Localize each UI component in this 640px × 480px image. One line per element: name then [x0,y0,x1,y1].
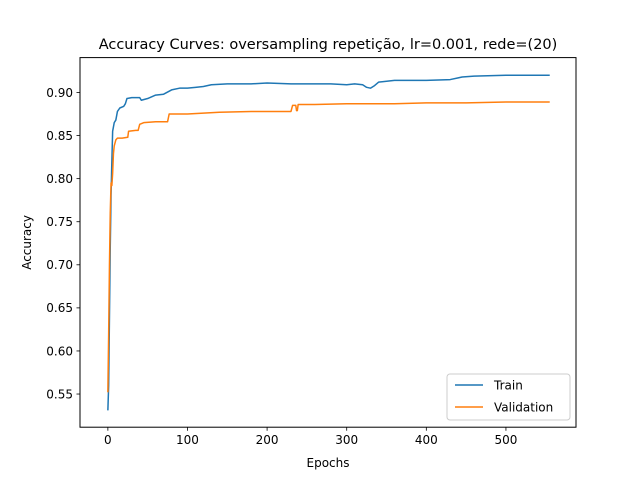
x-tick-label: 200 [256,433,279,447]
chart-title: Accuracy Curves: oversampling repetição,… [99,37,558,53]
x-tick-label: 0 [104,433,112,447]
x-tick-label: 100 [176,433,199,447]
y-tick-label: 0.80 [46,172,73,186]
y-tick-label: 0.55 [46,387,73,401]
x-tick-label: 500 [494,433,517,447]
y-axis-label: Accuracy [20,215,34,270]
y-tick-label: 0.85 [46,129,73,143]
y-tick-label: 0.65 [46,301,73,315]
plot-frame [79,57,577,428]
legend: Train Validation [446,373,571,421]
y-axis-ticks: 0.55 0.60 0.65 0.70 0.75 0.80 0.85 0.90 [46,86,80,401]
x-tick-label: 400 [415,433,438,447]
x-axis-label: Epochs [307,456,350,470]
y-tick-label: 0.60 [46,344,73,358]
y-tick-label: 0.90 [46,86,73,100]
x-axis-ticks: 0 100 200 300 400 500 [104,427,517,447]
series-line-train [107,74,550,411]
x-tick-label: 300 [335,433,358,447]
legend-label-train: Train [493,379,523,393]
series-line-validation [107,101,550,393]
y-tick-label: 0.75 [46,215,73,229]
series-layer [107,74,550,411]
y-tick-label: 0.70 [46,258,73,272]
legend-label-validation: Validation [494,401,553,415]
